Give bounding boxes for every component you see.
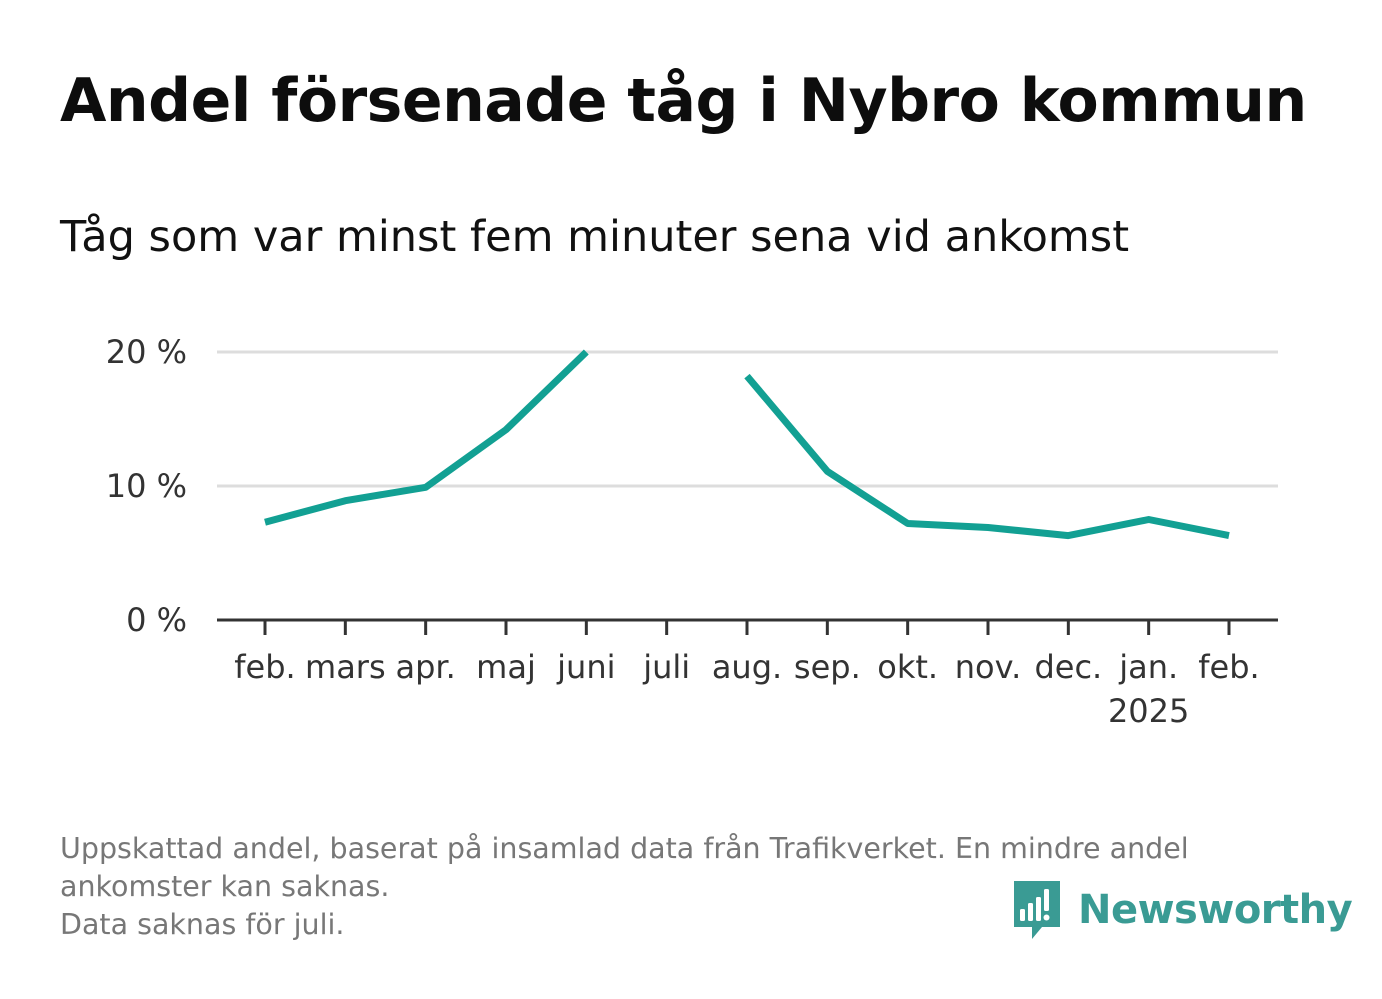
grid-lines [217,350,1278,488]
y-tick-label: 0 % [126,601,187,639]
series-lines [264,349,1230,540]
newsworthy-logo-icon [1014,881,1060,939]
footnote-line-1: Uppskattad andel, baserat på insamlad da… [60,832,1189,865]
brand-logo: Newsworthy [1010,878,1353,942]
footnote-line-2: ankomster kan saknas. [60,870,390,903]
footnote: Uppskattad andel, baserat på insamlad da… [60,830,1320,944]
x-axis-ticks: feb. mars apr. maj juni juli aug. sep. okt. nov. d… [234,620,1260,730]
x-tick-label: mars [305,648,386,686]
x-tick-label: dec. [1034,648,1102,686]
series-line-segment-2 [744,373,1230,540]
x-tick-label: apr. [396,648,456,686]
y-axis-ticks: 0 % 10 % 20 % [106,333,187,639]
x-tick-label: aug. [712,648,782,686]
chart-subtitle: Tåg som var minst fem minuter sena vid a… [60,212,1130,262]
x-tick-label: maj [476,648,536,686]
series-line-segment-1 [264,349,589,526]
x-tick-label: juli [642,648,690,686]
chart-title: Andel försenade tåg i Nybro kommun [60,66,1307,136]
y-tick-label: 20 % [106,333,187,371]
x-year-label: 2025 [1108,692,1189,730]
line-chart: 0 % 10 % 20 % feb. mars apr. maj juni juli aug. s… [106,333,1278,730]
x-tick-label: feb. [234,648,295,686]
x-tick-label: feb. [1198,648,1259,686]
y-tick-label: 10 % [106,467,187,505]
x-tick-label: sep. [794,648,861,686]
x-tick-label: jan. [1118,648,1178,686]
footnote-line-3: Data saknas för juli. [60,908,345,941]
brand-name: Newsworthy [1078,887,1353,933]
x-tick-label: nov. [955,648,1021,686]
x-tick-label: okt. [877,648,938,686]
x-tick-label: juni [556,648,615,686]
